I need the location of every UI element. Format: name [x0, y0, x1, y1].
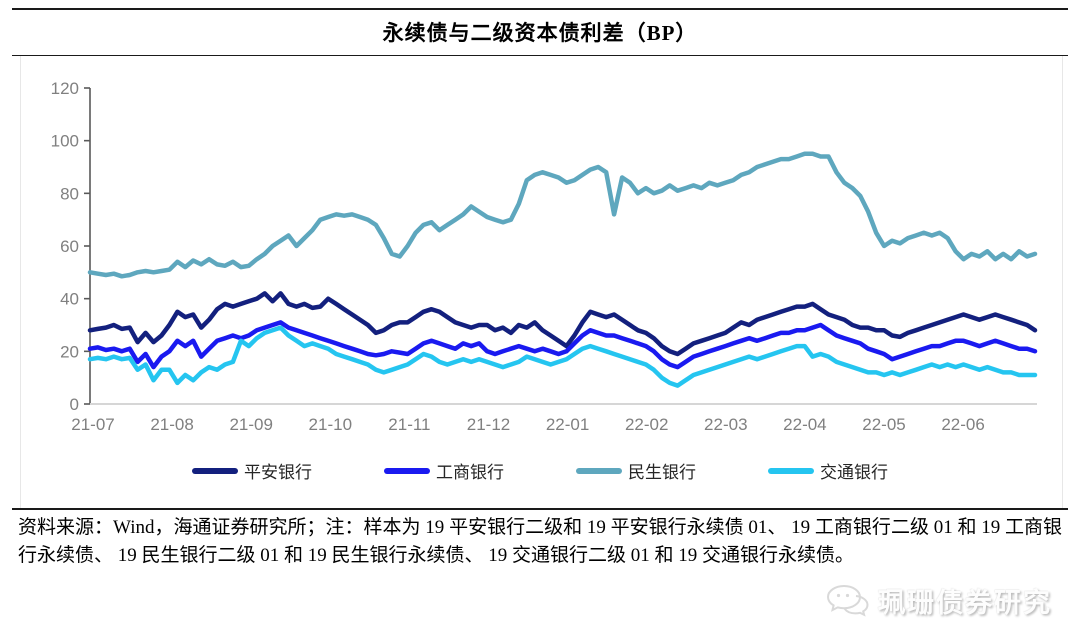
svg-text:21-07: 21-07	[71, 415, 114, 434]
svg-text:21-12: 21-12	[467, 415, 510, 434]
chart-title: 永续债与二级资本债利差（BP）	[382, 21, 698, 45]
svg-text:22-04: 22-04	[783, 415, 826, 434]
legend-item-bocom: 交通银行	[768, 458, 888, 483]
pingan-line-swatch	[192, 467, 238, 474]
svg-text:40: 40	[60, 290, 79, 309]
legend-item-pingan: 平安银行	[192, 458, 312, 483]
svg-text:80: 80	[60, 184, 79, 203]
legend-label: 工商银行	[436, 463, 504, 482]
title-divider	[12, 55, 1068, 56]
svg-text:21-11: 21-11	[388, 415, 430, 434]
svg-text:21-10: 21-10	[309, 415, 352, 434]
line-chart: 0 20 40 60 80 100 120 21-07 21-08 21-09 21-10 21-11…	[51, 79, 1038, 434]
source-note: 资料来源：Wind，海通证券研究所；注：样本为 19 平安银行二级和 19 平安…	[18, 517, 1062, 566]
bocom-line-swatch	[768, 467, 814, 474]
svg-text:22-03: 22-03	[704, 415, 747, 434]
wechat-chat-bubble-icon	[826, 584, 869, 617]
svg-text:120: 120	[51, 79, 79, 98]
legend-label: 民生银行	[628, 463, 696, 482]
top-divider	[12, 8, 1068, 10]
brand-watermark: 珮珊债券研究	[826, 581, 1052, 620]
svg-text:0: 0	[70, 395, 79, 414]
minsheng-line-swatch	[576, 467, 622, 474]
legend-label: 平安银行	[244, 463, 312, 482]
watermark-text: 珮珊债券研究	[878, 588, 1052, 618]
svg-text:21-09: 21-09	[229, 415, 272, 434]
svg-text:21-08: 21-08	[150, 415, 193, 434]
legend-item-minsheng: 民生银行	[576, 458, 696, 483]
svg-text:22-02: 22-02	[625, 415, 668, 434]
svg-text:22-01: 22-01	[546, 415, 589, 434]
right-cell-border	[1062, 56, 1063, 508]
chart-legend: 平安银行 工商银行 民生银行 交通银行	[0, 458, 1080, 483]
left-cell-border	[20, 56, 21, 508]
svg-text:20: 20	[60, 342, 79, 361]
legend-item-icbc: 工商银行	[384, 458, 504, 483]
svg-text:22-06: 22-06	[941, 415, 984, 434]
svg-text:22-05: 22-05	[862, 415, 905, 434]
svg-text:60: 60	[60, 237, 79, 256]
footer-divider	[12, 508, 1068, 510]
svg-text:100: 100	[51, 132, 79, 151]
legend-label: 交通银行	[820, 463, 888, 482]
icbc-line-swatch	[384, 467, 430, 474]
